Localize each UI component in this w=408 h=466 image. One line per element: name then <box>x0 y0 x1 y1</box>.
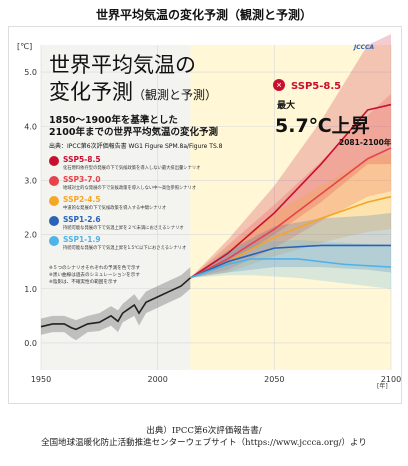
headline-line2: 変化予測（観測と予測） <box>49 80 217 104</box>
y-tick-label-0: 0.0 <box>24 339 37 348</box>
headline-main: 変化予測 <box>49 80 133 104</box>
band-historical <box>41 267 191 341</box>
line-ssp5-8-5 <box>189 103 392 279</box>
legend-face-icon-ssp5-8-5 <box>49 156 59 166</box>
ssp585-face-icon <box>273 79 285 91</box>
y-tick-label-1: 1.0 <box>24 285 37 294</box>
caption-line2: 全国地球温暖化防止活動推進センターウェブサイト（https://www.jccc… <box>41 438 367 448</box>
max-callout: ✕ SSP5-8.5 最大 5.7℃上昇 2081-2100年 <box>273 79 392 147</box>
face-icon-glyph: ✕ <box>276 82 282 90</box>
gridlines <box>40 45 392 370</box>
subtitle-line1: 1850～1900年を基準とした <box>49 114 178 126</box>
line-ssp1-1-9 <box>190 258 392 279</box>
legend-desc-ssp2-4-5: 中道的な発展の下で気候政策を導入する中間シナリオ <box>63 204 166 211</box>
y-tick-label-4: 4.0 <box>24 122 37 131</box>
x-tick-label-2: 2050 <box>264 375 284 384</box>
headline-sub: （観測と予測） <box>133 88 217 102</box>
x-tick-label-1: 2000 <box>147 375 167 384</box>
legend-face-icon-ssp3-7-0 <box>49 176 59 186</box>
headline-line1: 世界平均気温の <box>49 53 196 77</box>
line-historical <box>40 277 191 331</box>
legend-label-ssp1-1-9: SSP1-1.9 <box>63 235 101 244</box>
max-period: 2081-2100年 <box>339 137 392 147</box>
jccca-logo: JCCCA <box>353 44 374 51</box>
y-tick-label-3: 3.0 <box>24 176 37 185</box>
legend-face-icon-ssp1-1-9 <box>49 236 59 246</box>
x-tick-label-0: 1950 <box>31 375 51 384</box>
x-unit-label: [年] <box>377 382 388 390</box>
footnote-1: ※５つのシナリオそれぞれの予測を色で示す <box>49 264 141 271</box>
max-badge-label: SSP5-8.5 <box>291 81 341 92</box>
uncertainty-bands <box>41 34 391 341</box>
legend: SSP5-8.5化石燃料依存型の発展の下で気候政策を導入しない最大排出量シナリオ… <box>49 155 201 251</box>
y-tick-label-2: 2.0 <box>24 231 37 240</box>
source-note: 出典：IPCC第6次評価報告書 WG1 Figure SPM.8a/Figure… <box>49 142 223 150</box>
legend-label-ssp3-7-0: SSP3-7.0 <box>63 175 101 184</box>
legend-label-ssp1-2-6: SSP1-2.6 <box>63 215 101 224</box>
line-ssp3-7-0 <box>189 147 392 279</box>
legend-desc-ssp1-2-6: 持続可能な発展の下で気温上昇を２℃未満におさえるシナリオ <box>63 224 184 231</box>
footnote-3: ※陰影は、不確実性の範囲を示す <box>49 278 118 285</box>
series-lines <box>40 103 392 331</box>
caption-line1: 出典）IPCC第6次評価報告書/ <box>146 426 262 436</box>
axis-ticks: 0.0 1.0 2.0 3.0 4.0 5.0 1950 2000 2050 2100 <box>24 68 401 384</box>
y-tick-label-5: 5.0 <box>24 68 37 77</box>
band-ssp3-7-0 <box>190 93 391 278</box>
max-prefix: 最大 <box>277 99 295 111</box>
y-unit-label: [℃] <box>17 42 32 51</box>
legend-face-icon-ssp2-4-5 <box>49 196 59 206</box>
legend-desc-ssp3-7-0: 地域対立的な発展の下で気候政策を導入しない中～高位参照シナリオ <box>63 184 196 191</box>
max-value: 5.7℃上昇 <box>275 115 370 137</box>
chart-frame: 0.0 1.0 2.0 3.0 4.0 5.0 1950 2000 2050 2100 [℃] [… <box>8 26 402 404</box>
legend-face-icon-ssp1-2-6 <box>49 216 59 226</box>
temperature-chart: 0.0 1.0 2.0 3.0 4.0 5.0 1950 2000 2050 2100 [℃] [… <box>17 34 401 390</box>
legend-label-ssp5-8-5: SSP5-8.5 <box>63 155 101 164</box>
band-ssp2-4-5 <box>190 153 391 278</box>
line-ssp1-2-6 <box>190 244 391 279</box>
legend-label-ssp2-4-5: SSP2-4.5 <box>63 195 101 204</box>
legend-desc-ssp5-8-5: 化石燃料依存型の発展の下で気候政策を導入しない最大排出量シナリオ <box>63 164 201 171</box>
band-ssp5-8-5 <box>190 34 391 278</box>
legend-desc-ssp1-1-9: 持続可能な発展の下で気温上昇を1.5℃以下におさえるシナリオ <box>63 244 186 251</box>
page-title: 世界平均気温の変化予測（観測と予測） <box>95 8 312 22</box>
subtitle-line2: 2100年までの世界平均気温の変化予測 <box>49 126 218 138</box>
footnote-2: ※黒い曲線は過去のシミュレーションを示す <box>49 271 140 278</box>
x-tick-label-3: 2100 <box>381 375 401 384</box>
band-ssp1-1-9 <box>190 240 391 289</box>
projection-background <box>190 45 391 370</box>
